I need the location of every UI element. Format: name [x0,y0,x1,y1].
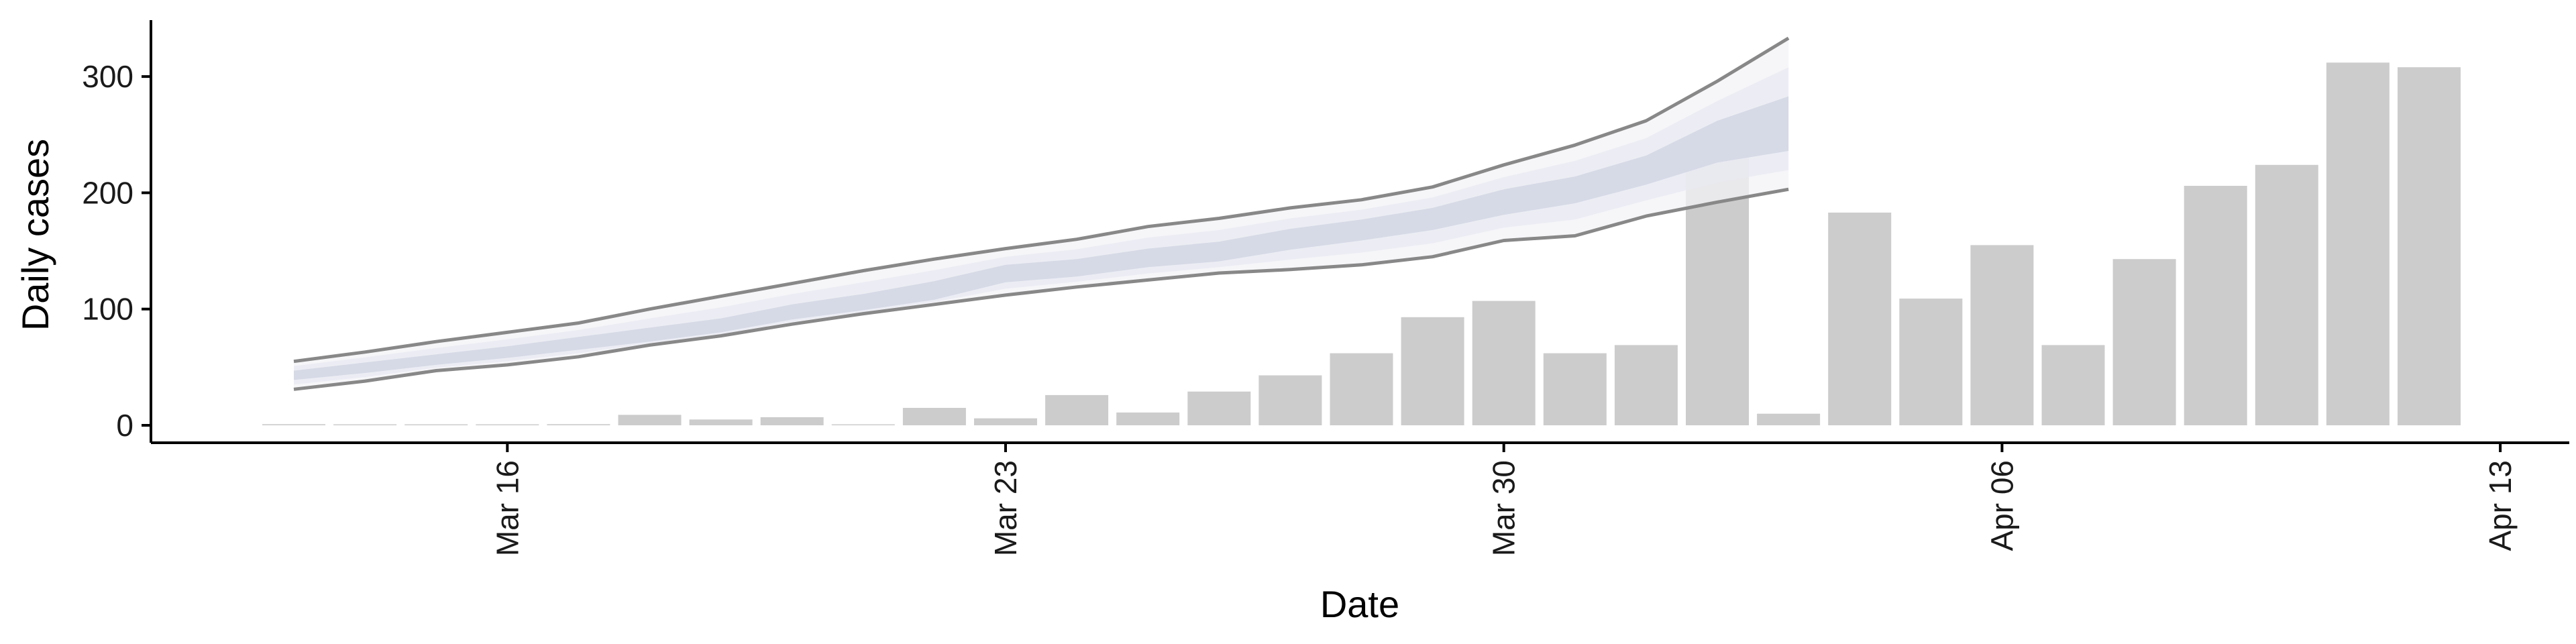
bar-2020-03-31 [1543,353,1607,425]
bar-2020-03-24 [1045,394,1109,425]
bar-2020-03-26 [1187,391,1251,425]
x-axis-title: Date [1320,583,1399,625]
bar-2020-03-17 [547,424,610,425]
bar-2020-03-22 [902,408,966,425]
bar-2020-03-25 [1116,412,1180,425]
forecast-lower-line [293,187,1789,391]
bar-2020-04-10 [2255,164,2318,426]
y-tick-label-200: 200 [82,175,133,210]
forecast-bands [293,36,1790,391]
bar-2020-04-04 [1828,212,1892,425]
forecast-mid-band [294,67,1789,385]
bar-2020-03-23 [974,418,1037,425]
bar-2020-04-12 [2398,67,2461,425]
bar-2020-03-28 [1330,353,1393,425]
bar-2020-03-30 [1472,301,1536,425]
bar-2020-04-05 [1899,299,1963,425]
bar-2020-04-06 [1970,245,2034,425]
bar-2020-03-15 [405,424,468,425]
bar-2020-03-27 [1258,375,1322,425]
bar-2020-03-13 [262,424,325,425]
bar-2020-04-03 [1757,413,1821,425]
bar-2020-04-11 [2326,62,2390,426]
forecast-upper-line [293,36,1790,364]
bar-2020-04-09 [2184,186,2247,425]
bar-2020-03-16 [476,424,539,425]
bar-2020-03-20 [760,417,824,425]
y-axis-title: Daily cases [14,139,56,331]
bar-2020-04-01 [1614,345,1678,425]
bar-2020-03-21 [831,424,895,425]
y-tick-label-300: 300 [82,59,133,94]
bar-2020-03-19 [689,419,753,425]
x-tick-label-1: Mar 23 [988,460,1023,556]
x-tick-label-3: Apr 06 [1984,460,2019,551]
axes: 0 100 200 300 Mar 16 Mar 23 Mar 30 Apr 06 Apr 13 [82,20,2569,556]
bar-2020-03-18 [618,415,682,425]
x-tick-label-2: Mar 30 [1487,460,1521,556]
bar-2020-04-07 [2041,345,2105,425]
x-tick-label-0: Mar 16 [490,460,525,556]
y-tick-label-100: 100 [82,292,133,327]
bar-2020-04-08 [2112,259,2176,425]
y-tick-label-0: 0 [116,408,133,443]
bar-2020-03-14 [333,424,397,425]
x-tick-label-4: Apr 13 [2483,460,2518,551]
bar-2020-03-29 [1401,317,1464,425]
bars-layer [262,62,2461,426]
